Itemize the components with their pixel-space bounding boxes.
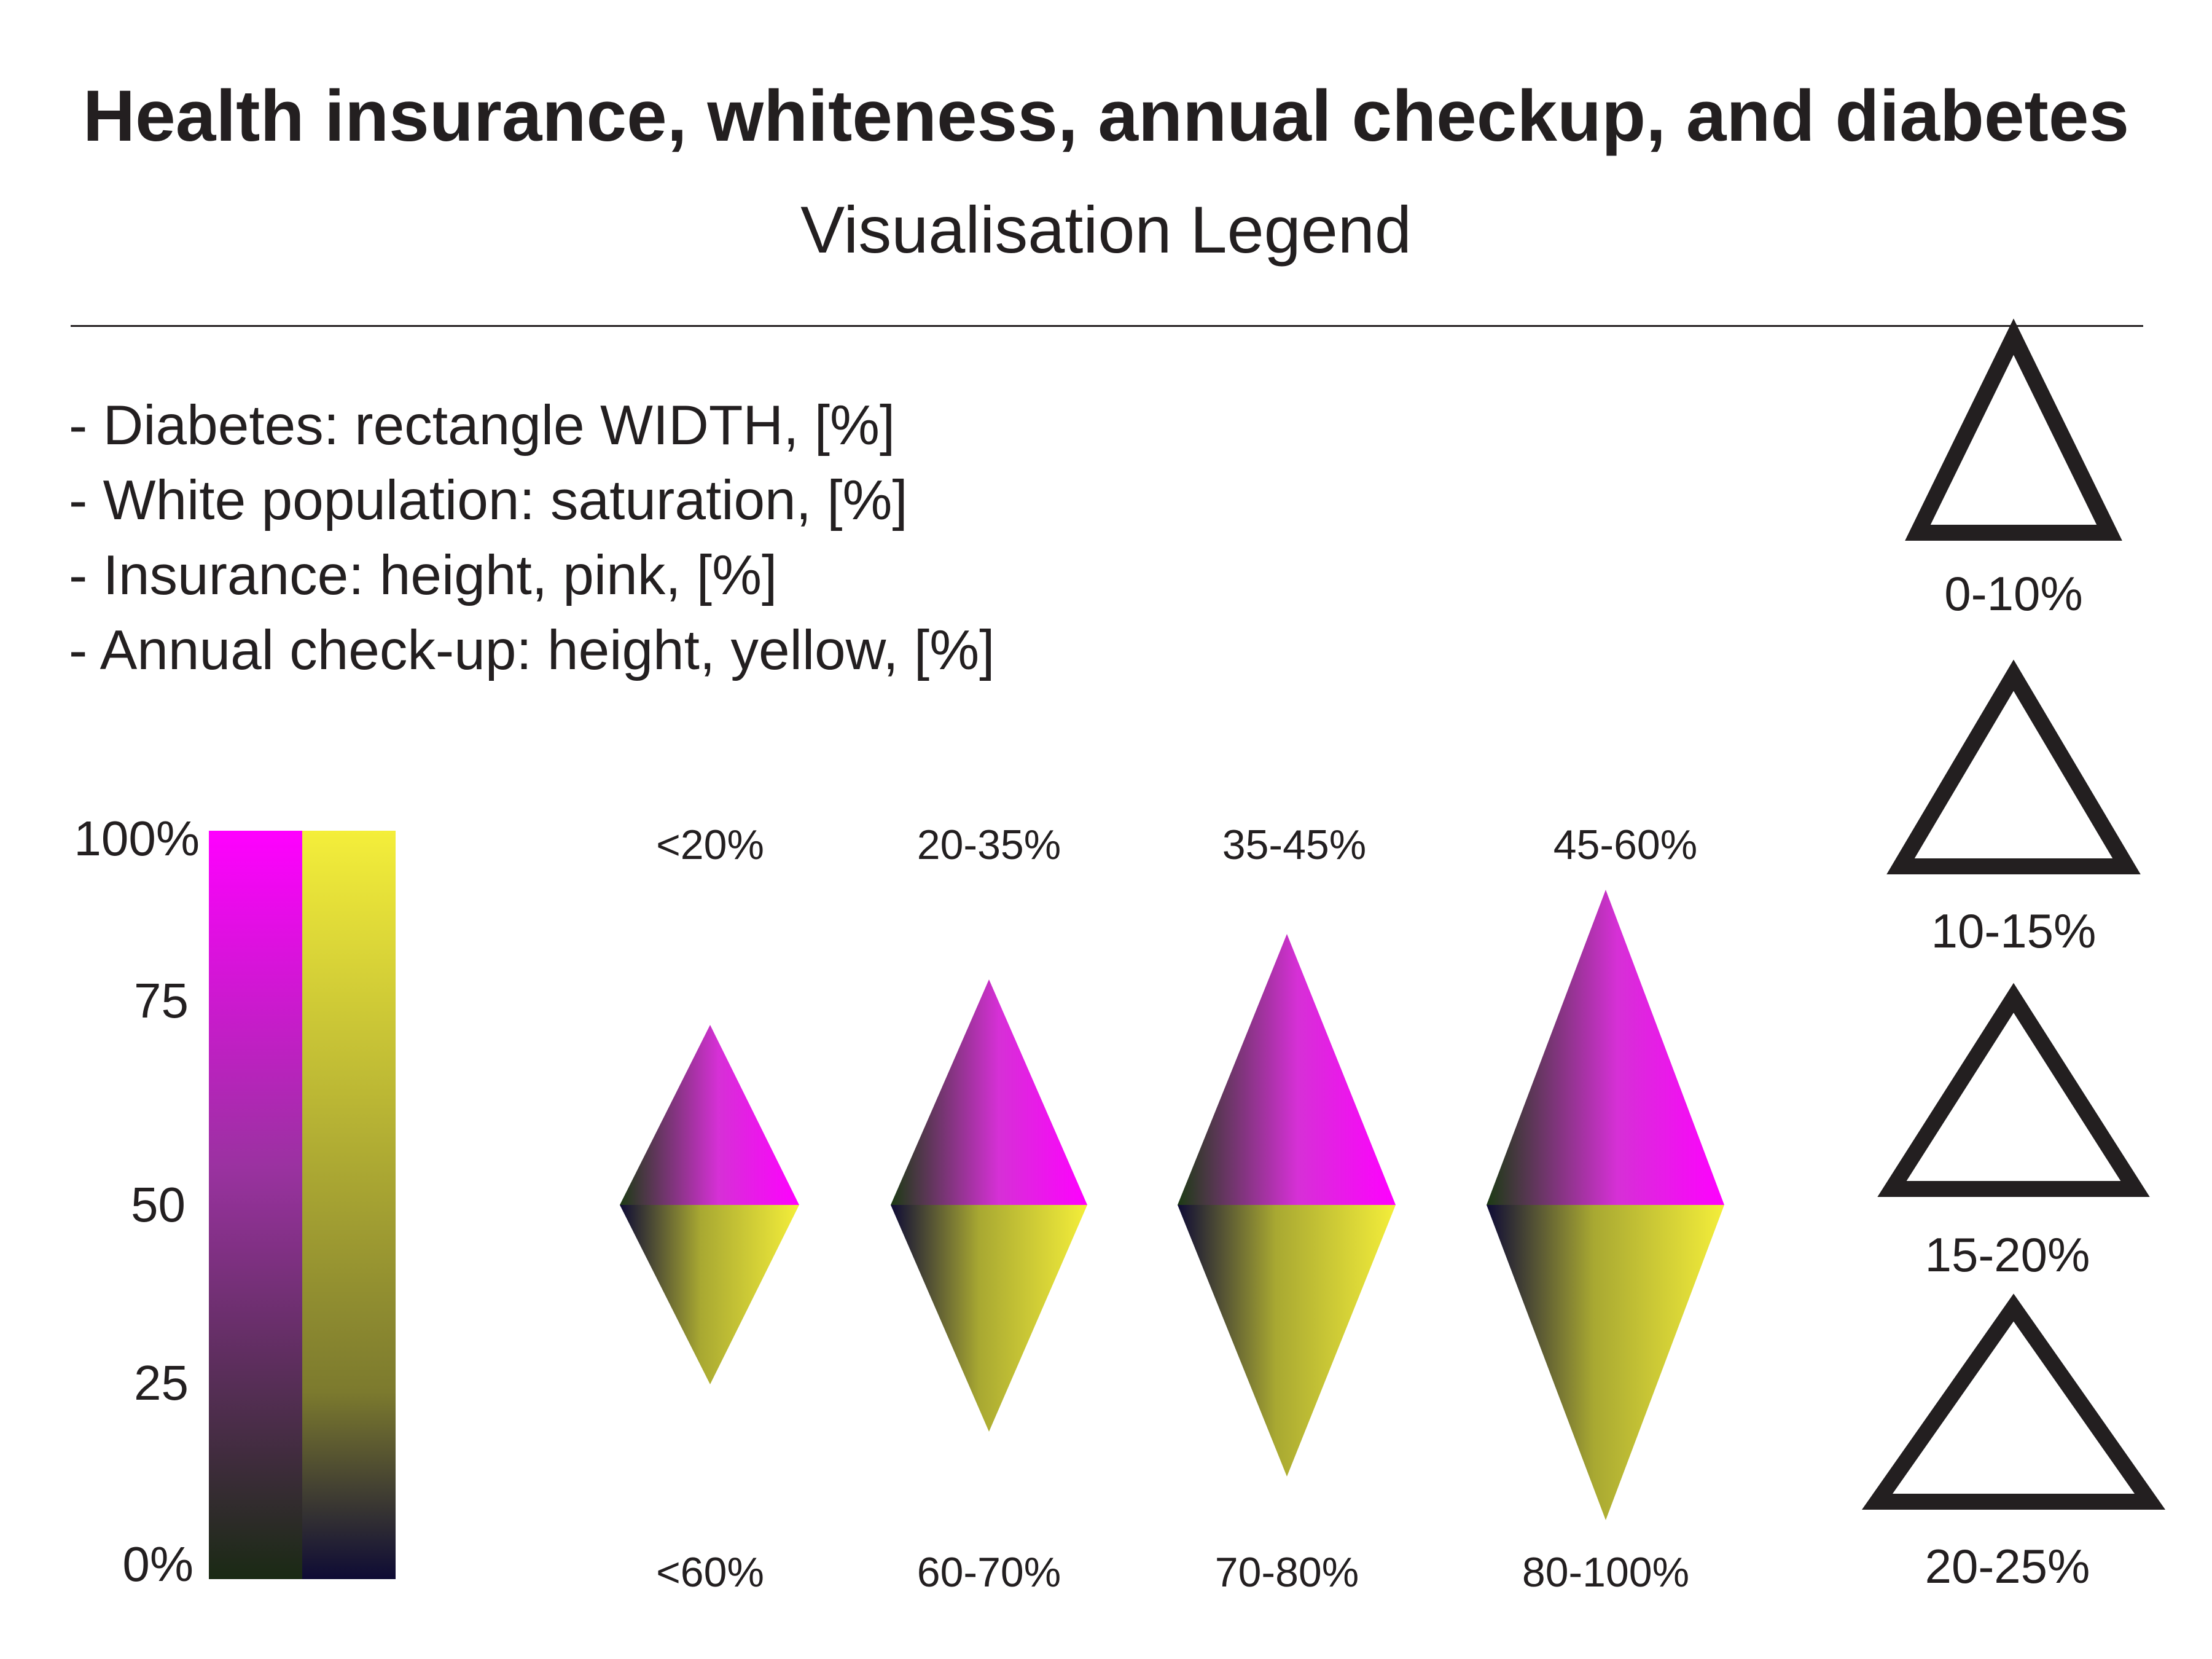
scale-tick-50: 50: [131, 1177, 186, 1232]
checkup-scale-bar: [302, 831, 396, 1579]
diamond-2: [891, 979, 1087, 1432]
triangle-label-0-10: 0-10%: [1944, 567, 2082, 621]
diamond-bottom-label-3: 70-80%: [1215, 1549, 1359, 1596]
encoding-diabetes: - Diabetes: rectangle WIDTH, [%]: [69, 394, 896, 457]
scale-tick-100: 100%: [74, 811, 200, 866]
triangle-15-20: [1877, 982, 2150, 1197]
diamond-top-label-4: 45-60%: [1553, 822, 1697, 868]
triangle-10-15: [1886, 659, 2141, 874]
encoding-insurance: - Insurance: height, pink, [%]: [69, 544, 778, 606]
triangle-label-20-25: 20-25%: [1925, 1539, 2090, 1593]
diamond-bottom-label-2: 60-70%: [917, 1549, 1061, 1596]
encoding-list: - Diabetes: rectangle WIDTH, [%] - White…: [69, 388, 995, 688]
scale-tick-75: 75: [134, 973, 189, 1028]
scale-tick-25: 25: [134, 1355, 189, 1410]
diamond-top-label-3: 35-45%: [1222, 822, 1366, 868]
diamond-1: [620, 1025, 799, 1384]
diamond-2-insurance-half: [891, 979, 1087, 1205]
triangle-label-10-15: 10-15%: [1931, 904, 2097, 958]
diamond-bottom-label-4: 80-100%: [1522, 1549, 1689, 1596]
diamond-3: [1178, 934, 1396, 1477]
diamond-4: [1487, 890, 1724, 1520]
diamond-top-label-2: 20-35%: [917, 822, 1061, 868]
insurance-scale-bar: [209, 831, 302, 1579]
diamond-2-checkup-half: [891, 1205, 1087, 1432]
diamond-4-insurance-half: [1487, 890, 1724, 1205]
triangle-20-25: [1861, 1293, 2166, 1510]
encoding-annual-checkup: - Annual check-up: height, yellow, [%]: [69, 619, 995, 681]
header-divider: [71, 325, 2143, 327]
triangle-legend: [1861, 318, 2166, 1510]
diamond-bottom-label-1: <60%: [656, 1549, 764, 1596]
diamond-top-label-1: <20%: [656, 822, 764, 868]
diamond-1-insurance-half: [620, 1025, 799, 1205]
legend-title: Health insurance, whiteness, annual chec…: [82, 76, 2130, 157]
diamond-3-checkup-half: [1178, 1205, 1396, 1477]
triangle-0-10: [1905, 318, 2122, 541]
diamond-1-checkup-half: [620, 1205, 799, 1384]
diamond-4-checkup-half: [1487, 1205, 1724, 1520]
encoding-white-population: - White population: saturation, [%]: [69, 469, 908, 531]
triangle-label-15-20: 15-20%: [1925, 1228, 2090, 1282]
legend-subtitle: Visualisation Legend: [800, 192, 1412, 267]
scale-tick-0: 0%: [122, 1537, 193, 1591]
diamond-3-insurance-half: [1178, 934, 1396, 1205]
